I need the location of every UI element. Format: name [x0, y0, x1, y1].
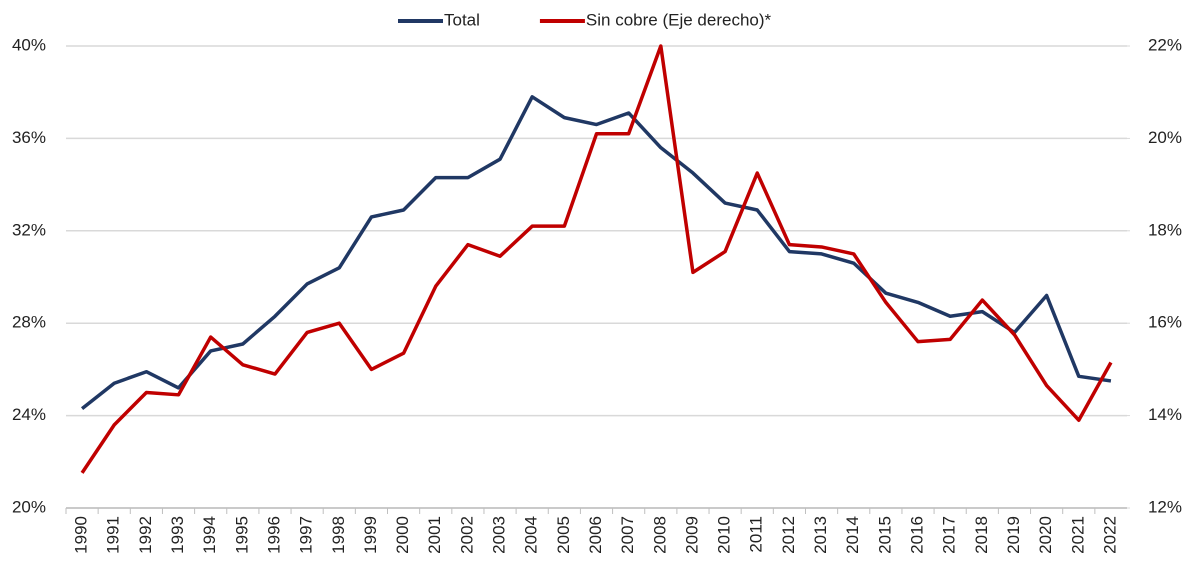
x-tick-label: 2006 [586, 516, 605, 554]
x-tick-label: 2018 [972, 516, 991, 554]
legend-label: Total [444, 10, 480, 29]
x-tick-label: 2007 [618, 516, 637, 554]
y-tick-label: 24% [12, 405, 46, 424]
x-tick-label: 2015 [875, 516, 894, 554]
x-tick-label: 2012 [779, 516, 798, 554]
x-tick-label: 2005 [554, 516, 573, 554]
series-line [80, 44, 1113, 474]
y2-tick-label: 18% [1148, 220, 1182, 239]
y-tick-label: 36% [12, 128, 46, 147]
x-tick-label: 2002 [457, 516, 476, 554]
x-tick-label: 1992 [136, 516, 155, 554]
x-tick-label: 2022 [1100, 516, 1119, 554]
y2-tick-label: 16% [1148, 313, 1182, 332]
y-tick-label: 28% [12, 313, 46, 332]
legend-label: Sin cobre (Eje derecho)* [586, 10, 772, 29]
x-tick-label: 1998 [329, 516, 348, 554]
x-tick-label: 2003 [490, 516, 509, 554]
x-tick-label: 2016 [907, 516, 926, 554]
x-tick-label: 1995 [232, 516, 251, 554]
x-tick-label: 2010 [715, 516, 734, 554]
x-tick-label: 2000 [393, 516, 412, 554]
x-tick-label: 1993 [168, 516, 187, 554]
x-tick-label: 2014 [843, 516, 862, 554]
y2-tick-label: 12% [1148, 497, 1182, 516]
x-tick-label: 1991 [104, 516, 123, 554]
y-tick-label: 20% [12, 497, 46, 516]
y2-tick-label: 14% [1148, 405, 1182, 424]
x-tick-label: 2013 [811, 516, 830, 554]
y-tick-label: 32% [12, 220, 46, 239]
x-tick-label: 2001 [425, 516, 444, 554]
series-line [80, 95, 1112, 411]
x-tick-label: 2011 [747, 516, 766, 553]
x-tick-label: 2009 [682, 516, 701, 554]
x-tick-label: 2017 [940, 516, 959, 554]
y-tick-label: 40% [12, 35, 46, 54]
x-tick-label: 2019 [1004, 516, 1023, 554]
x-tick-label: 1996 [264, 516, 283, 554]
x-tick-label: 1997 [297, 516, 316, 554]
x-tick-label: 2008 [650, 516, 669, 554]
x-tick-label: 1990 [72, 516, 91, 554]
x-tick-label: 1994 [200, 516, 219, 554]
x-tick-label: 2020 [1036, 516, 1055, 554]
y2-tick-label: 20% [1148, 128, 1182, 147]
y2-tick-label: 22% [1148, 35, 1182, 54]
x-tick-label: 2004 [522, 516, 541, 554]
x-tick-label: 2021 [1068, 516, 1087, 554]
x-tick-label: 1999 [361, 516, 380, 554]
